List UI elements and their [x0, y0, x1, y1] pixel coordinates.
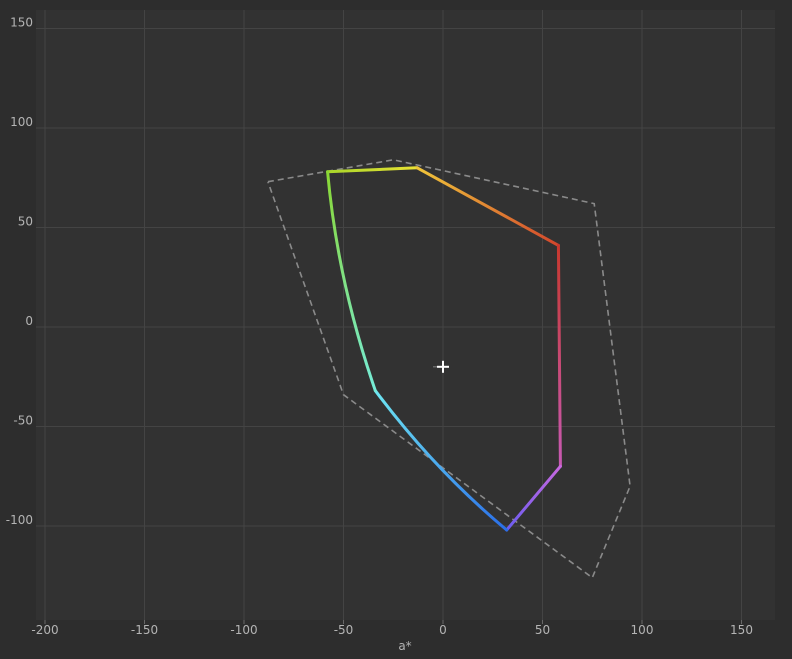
gamut-segment: [373, 389, 509, 532]
gamut-segment: [556, 243, 562, 468]
x-tick-label: -100: [230, 623, 257, 637]
y-tick-label: -50: [13, 414, 33, 428]
y-tick-label: -100: [6, 513, 33, 527]
gamut-segment: [505, 464, 562, 532]
reference-gamut-layer: [267, 158, 631, 579]
plot-area: [36, 10, 775, 620]
x-tick-label: -50: [334, 623, 354, 637]
x-tick-label: -150: [131, 623, 158, 637]
white-point-layer: [433, 360, 449, 373]
y-tick-label: 150: [10, 16, 33, 30]
tick-labels: -200 -150 -100 -50 0 50 100 150 -100 -50 0 50 100 150: [6, 16, 753, 638]
gamut-outline-layer: [326, 166, 562, 532]
y-tick-label: 0: [25, 314, 33, 328]
x-axis-label: a*: [398, 639, 411, 653]
y-tick-label: 100: [10, 115, 33, 129]
gamut-segment: [326, 166, 419, 174]
x-tick-label: -200: [31, 623, 58, 637]
x-tick-label: 100: [631, 623, 654, 637]
reference-gamut-outline: [267, 158, 631, 579]
x-tick-label: 50: [535, 623, 550, 637]
x-tick-label: 0: [439, 623, 447, 637]
x-tick-label: 150: [730, 623, 753, 637]
grid: [36, 10, 775, 624]
gamut-segment: [415, 166, 560, 247]
y-tick-label: 50: [18, 215, 33, 229]
gamut-segment: [326, 170, 377, 393]
